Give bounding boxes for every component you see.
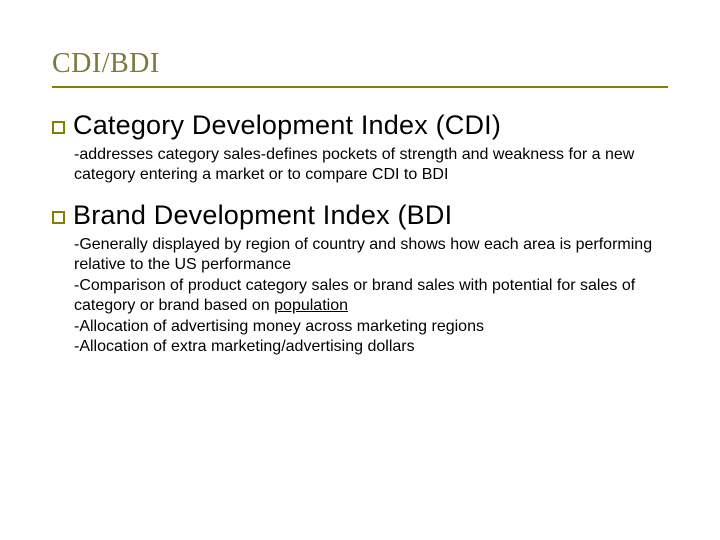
list-item: Category Development Index (CDI) -addres… xyxy=(52,110,668,186)
item-body: -Generally displayed by region of countr… xyxy=(52,235,668,358)
slide: CDI/BDI Category Development Index (CDI)… xyxy=(0,0,720,540)
item-heading: Category Development Index (CDI) xyxy=(73,110,501,141)
square-bullet-icon xyxy=(52,211,65,224)
list-item: Brand Development Index (BDI -Generally … xyxy=(52,200,668,358)
title-underline: CDI/BDI xyxy=(52,48,668,88)
item-body: -addresses category sales-defines pocket… xyxy=(52,145,668,186)
heading-line: Brand Development Index (BDI xyxy=(52,200,668,231)
slide-title: CDI/BDI xyxy=(52,48,668,80)
item-heading: Brand Development Index (BDI xyxy=(73,200,452,231)
square-bullet-icon xyxy=(52,121,65,134)
heading-line: Category Development Index (CDI) xyxy=(52,110,668,141)
